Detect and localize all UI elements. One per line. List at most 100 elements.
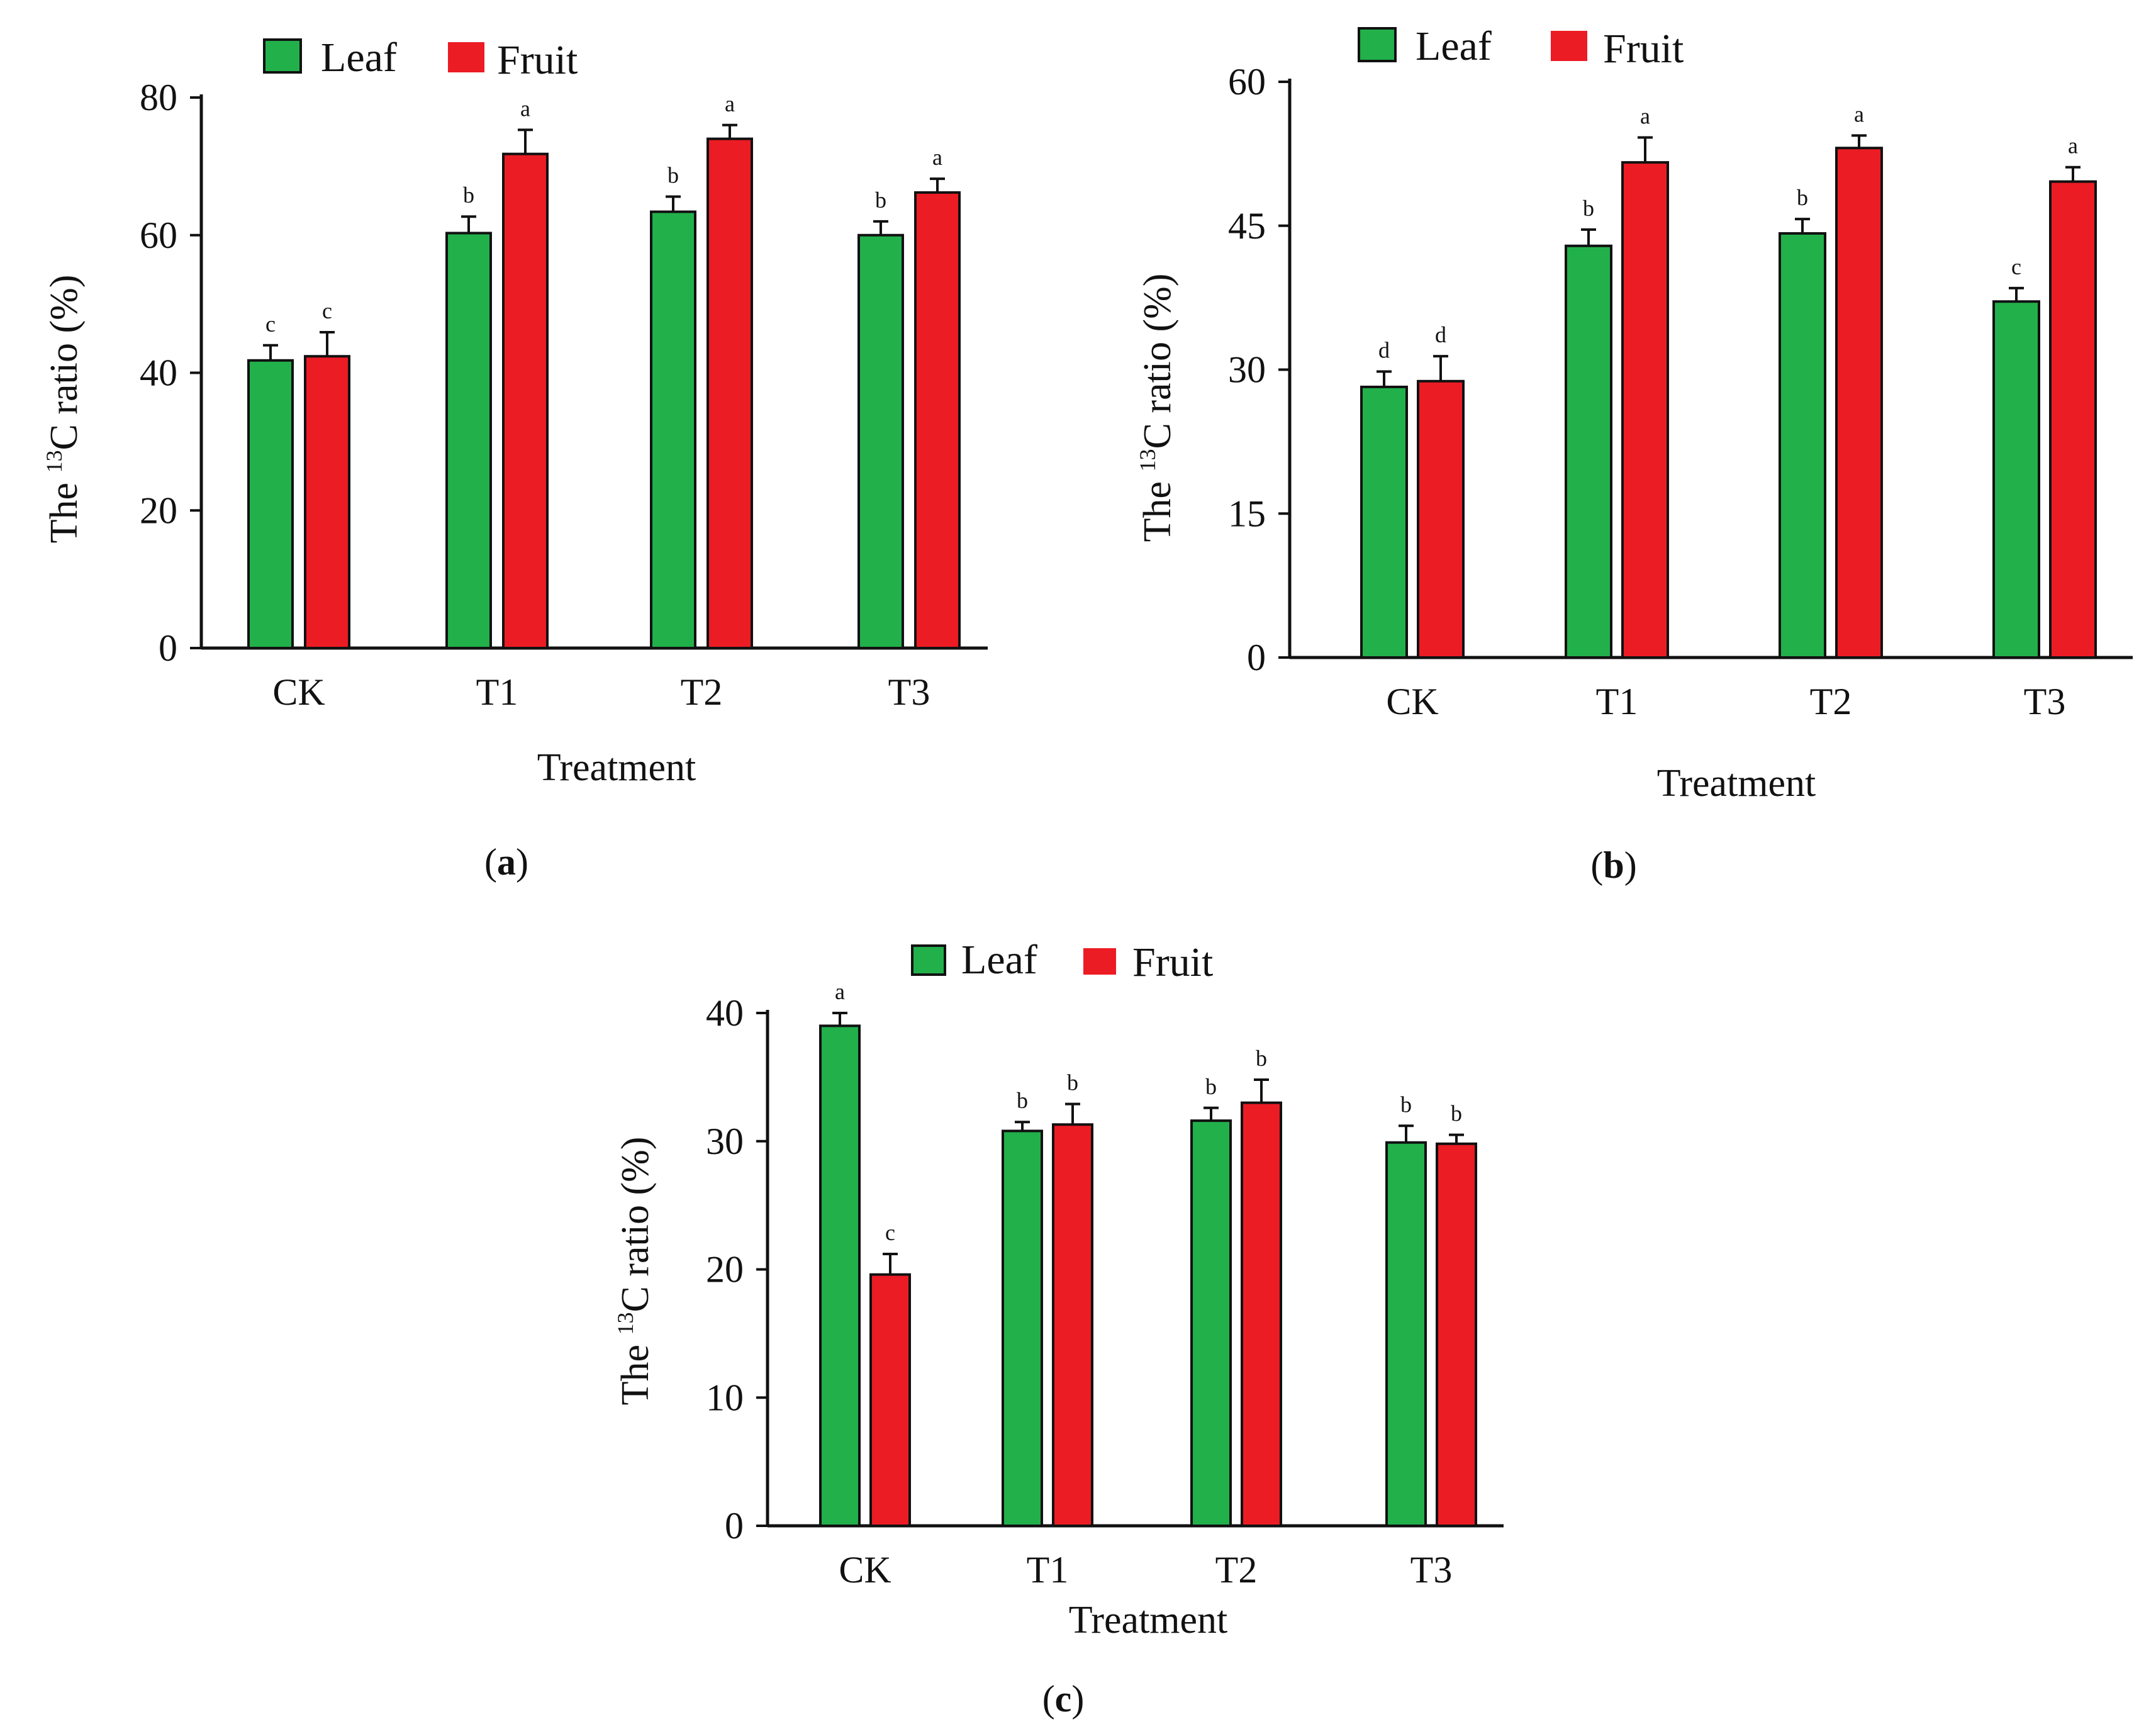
significance-letter: b: [1017, 1088, 1028, 1113]
y-tick-label: 30: [1228, 349, 1266, 391]
panel-label-letter: c: [1055, 1678, 1072, 1720]
x-tick-label: T2: [681, 671, 723, 713]
bar-fruit-ck: [1417, 379, 1465, 659]
legend-swatch-fruit: [1083, 948, 1116, 975]
significance-letter: c: [322, 298, 332, 323]
significance-letter: a: [725, 91, 735, 116]
significance-letter: a: [520, 96, 530, 121]
legend-swatch-fruit: [1551, 31, 1587, 61]
legend-label-fruit: Fruit: [497, 37, 578, 83]
significance-letter: b: [1583, 196, 1594, 221]
significance-letter: b: [1067, 1070, 1078, 1095]
y-axis-title-suffix: C ratio (%): [614, 1137, 657, 1313]
bar-leaf-t2: [1190, 1119, 1232, 1527]
bar-leaf-t3: [1992, 300, 2040, 659]
panel-label: (b): [1590, 844, 1636, 886]
panel-label-letter: a: [497, 841, 516, 883]
bar-fruit-t2: [1241, 1101, 1282, 1527]
y-tick-label: 60: [140, 215, 177, 256]
legend-label-fruit: Fruit: [1603, 26, 1684, 72]
y-tick-label: 40: [706, 992, 744, 1034]
significance-letter: c: [265, 311, 276, 337]
x-tick-label: CK: [1386, 681, 1438, 722]
significance-letter: b: [1400, 1092, 1412, 1117]
bar-fruit-t2: [1835, 147, 1883, 659]
legend: Leaf Fruit: [911, 937, 1213, 985]
chart-panel-c: 0 10 20 30 40 a c CK b b T1 b b T2 b b T3 Treatment The 13…: [613, 937, 1504, 1720]
y-tick-label: 0: [1247, 637, 1266, 678]
legend-swatch-leaf: [263, 38, 302, 74]
significance-letter: b: [1451, 1101, 1462, 1126]
panel-label: (a): [484, 841, 528, 883]
bar-leaf-t2: [1779, 232, 1826, 659]
x-tick-label: T2: [1810, 681, 1852, 722]
y-axis-title: The 13C ratio (%): [42, 275, 86, 544]
bar-leaf-t3: [1385, 1141, 1427, 1527]
significance-letter: b: [667, 163, 679, 188]
bar-leaf-ck: [247, 359, 294, 649]
y-axis-title-superscript: 13: [613, 1313, 638, 1335]
y-tick-label: 40: [140, 352, 177, 394]
significance-letter: a: [835, 979, 845, 1004]
bar-fruit-t3: [914, 191, 961, 649]
bar-fruit-t1: [1052, 1123, 1093, 1527]
y-axis-title-prefix: The: [1136, 472, 1179, 542]
y-tick-label: 80: [140, 77, 177, 118]
y-axis-title-superscript: 13: [1135, 449, 1160, 472]
x-tick-label: T2: [1215, 1549, 1258, 1591]
x-tick-label: CK: [272, 671, 325, 713]
y-tick-label: 10: [706, 1377, 744, 1418]
panel-label-open: (: [484, 841, 497, 883]
x-tick-label: CK: [839, 1549, 891, 1591]
y-axis-title-suffix: C ratio (%): [43, 275, 86, 451]
x-axis-title: Treatment: [1657, 762, 1816, 805]
legend: Leaf Fruit: [1358, 23, 1684, 72]
y-tick-label: 60: [1228, 61, 1266, 103]
y-axis-title-prefix: The: [614, 1335, 657, 1406]
x-tick-label: T3: [2024, 681, 2066, 722]
significance-letter: a: [1640, 103, 1650, 128]
significance-letter: d: [1435, 322, 1446, 347]
x-tick-label: T1: [1596, 681, 1638, 722]
chart-panel-a: 0 20 40 60 80 c c CK b a T1 b a T2 b a T3 Treatment The 13…: [42, 35, 988, 883]
bar-leaf-t1: [445, 232, 492, 649]
legend-swatch-leaf: [1358, 27, 1397, 62]
significance-letter: b: [1797, 185, 1808, 210]
y-axis-title-superscript: 13: [42, 451, 67, 473]
x-axis-title: Treatment: [1069, 1599, 1228, 1642]
y-tick-label: 45: [1228, 205, 1266, 247]
legend-label-leaf: Leaf: [321, 35, 397, 81]
y-axis-title-prefix: The: [43, 473, 86, 544]
bar-leaf-t1: [1565, 244, 1612, 659]
x-tick-label: T3: [888, 671, 930, 713]
panel-label-letter: b: [1603, 844, 1624, 886]
bar-leaf-t2: [650, 210, 696, 649]
panel-label: (c): [1042, 1678, 1085, 1720]
bar-fruit-t1: [1621, 161, 1669, 659]
panel-label-close: ): [1071, 1678, 1084, 1720]
legend-label-fruit: Fruit: [1132, 939, 1213, 985]
y-tick-label: 15: [1228, 493, 1266, 534]
bar-fruit-t3: [2049, 180, 2097, 659]
bar-leaf-t3: [857, 233, 904, 649]
x-tick-label: T3: [1410, 1549, 1453, 1591]
bar-leaf-ck: [1360, 385, 1408, 659]
panel-label-close: ): [1624, 844, 1637, 886]
significance-letter: b: [1256, 1046, 1267, 1071]
panel-label-open: (: [1042, 1678, 1055, 1720]
bar-leaf-ck: [819, 1024, 861, 1527]
bar-fruit-t3: [1436, 1142, 1477, 1527]
legend-label-leaf: Leaf: [961, 937, 1037, 983]
significance-letter: b: [1205, 1074, 1217, 1099]
y-tick-label: 20: [140, 490, 177, 531]
significance-letter: d: [1378, 338, 1390, 363]
y-axis-title: The 13C ratio (%): [613, 1137, 657, 1406]
significance-letter: b: [463, 182, 474, 208]
x-tick-label: T1: [476, 671, 518, 713]
y-axis-title: The 13C ratio (%): [1135, 274, 1179, 542]
significance-letter: a: [2068, 133, 2078, 159]
y-tick-label: 30: [706, 1121, 744, 1162]
bar-fruit-t1: [502, 152, 549, 649]
legend-label-leaf: Leaf: [1416, 23, 1492, 69]
